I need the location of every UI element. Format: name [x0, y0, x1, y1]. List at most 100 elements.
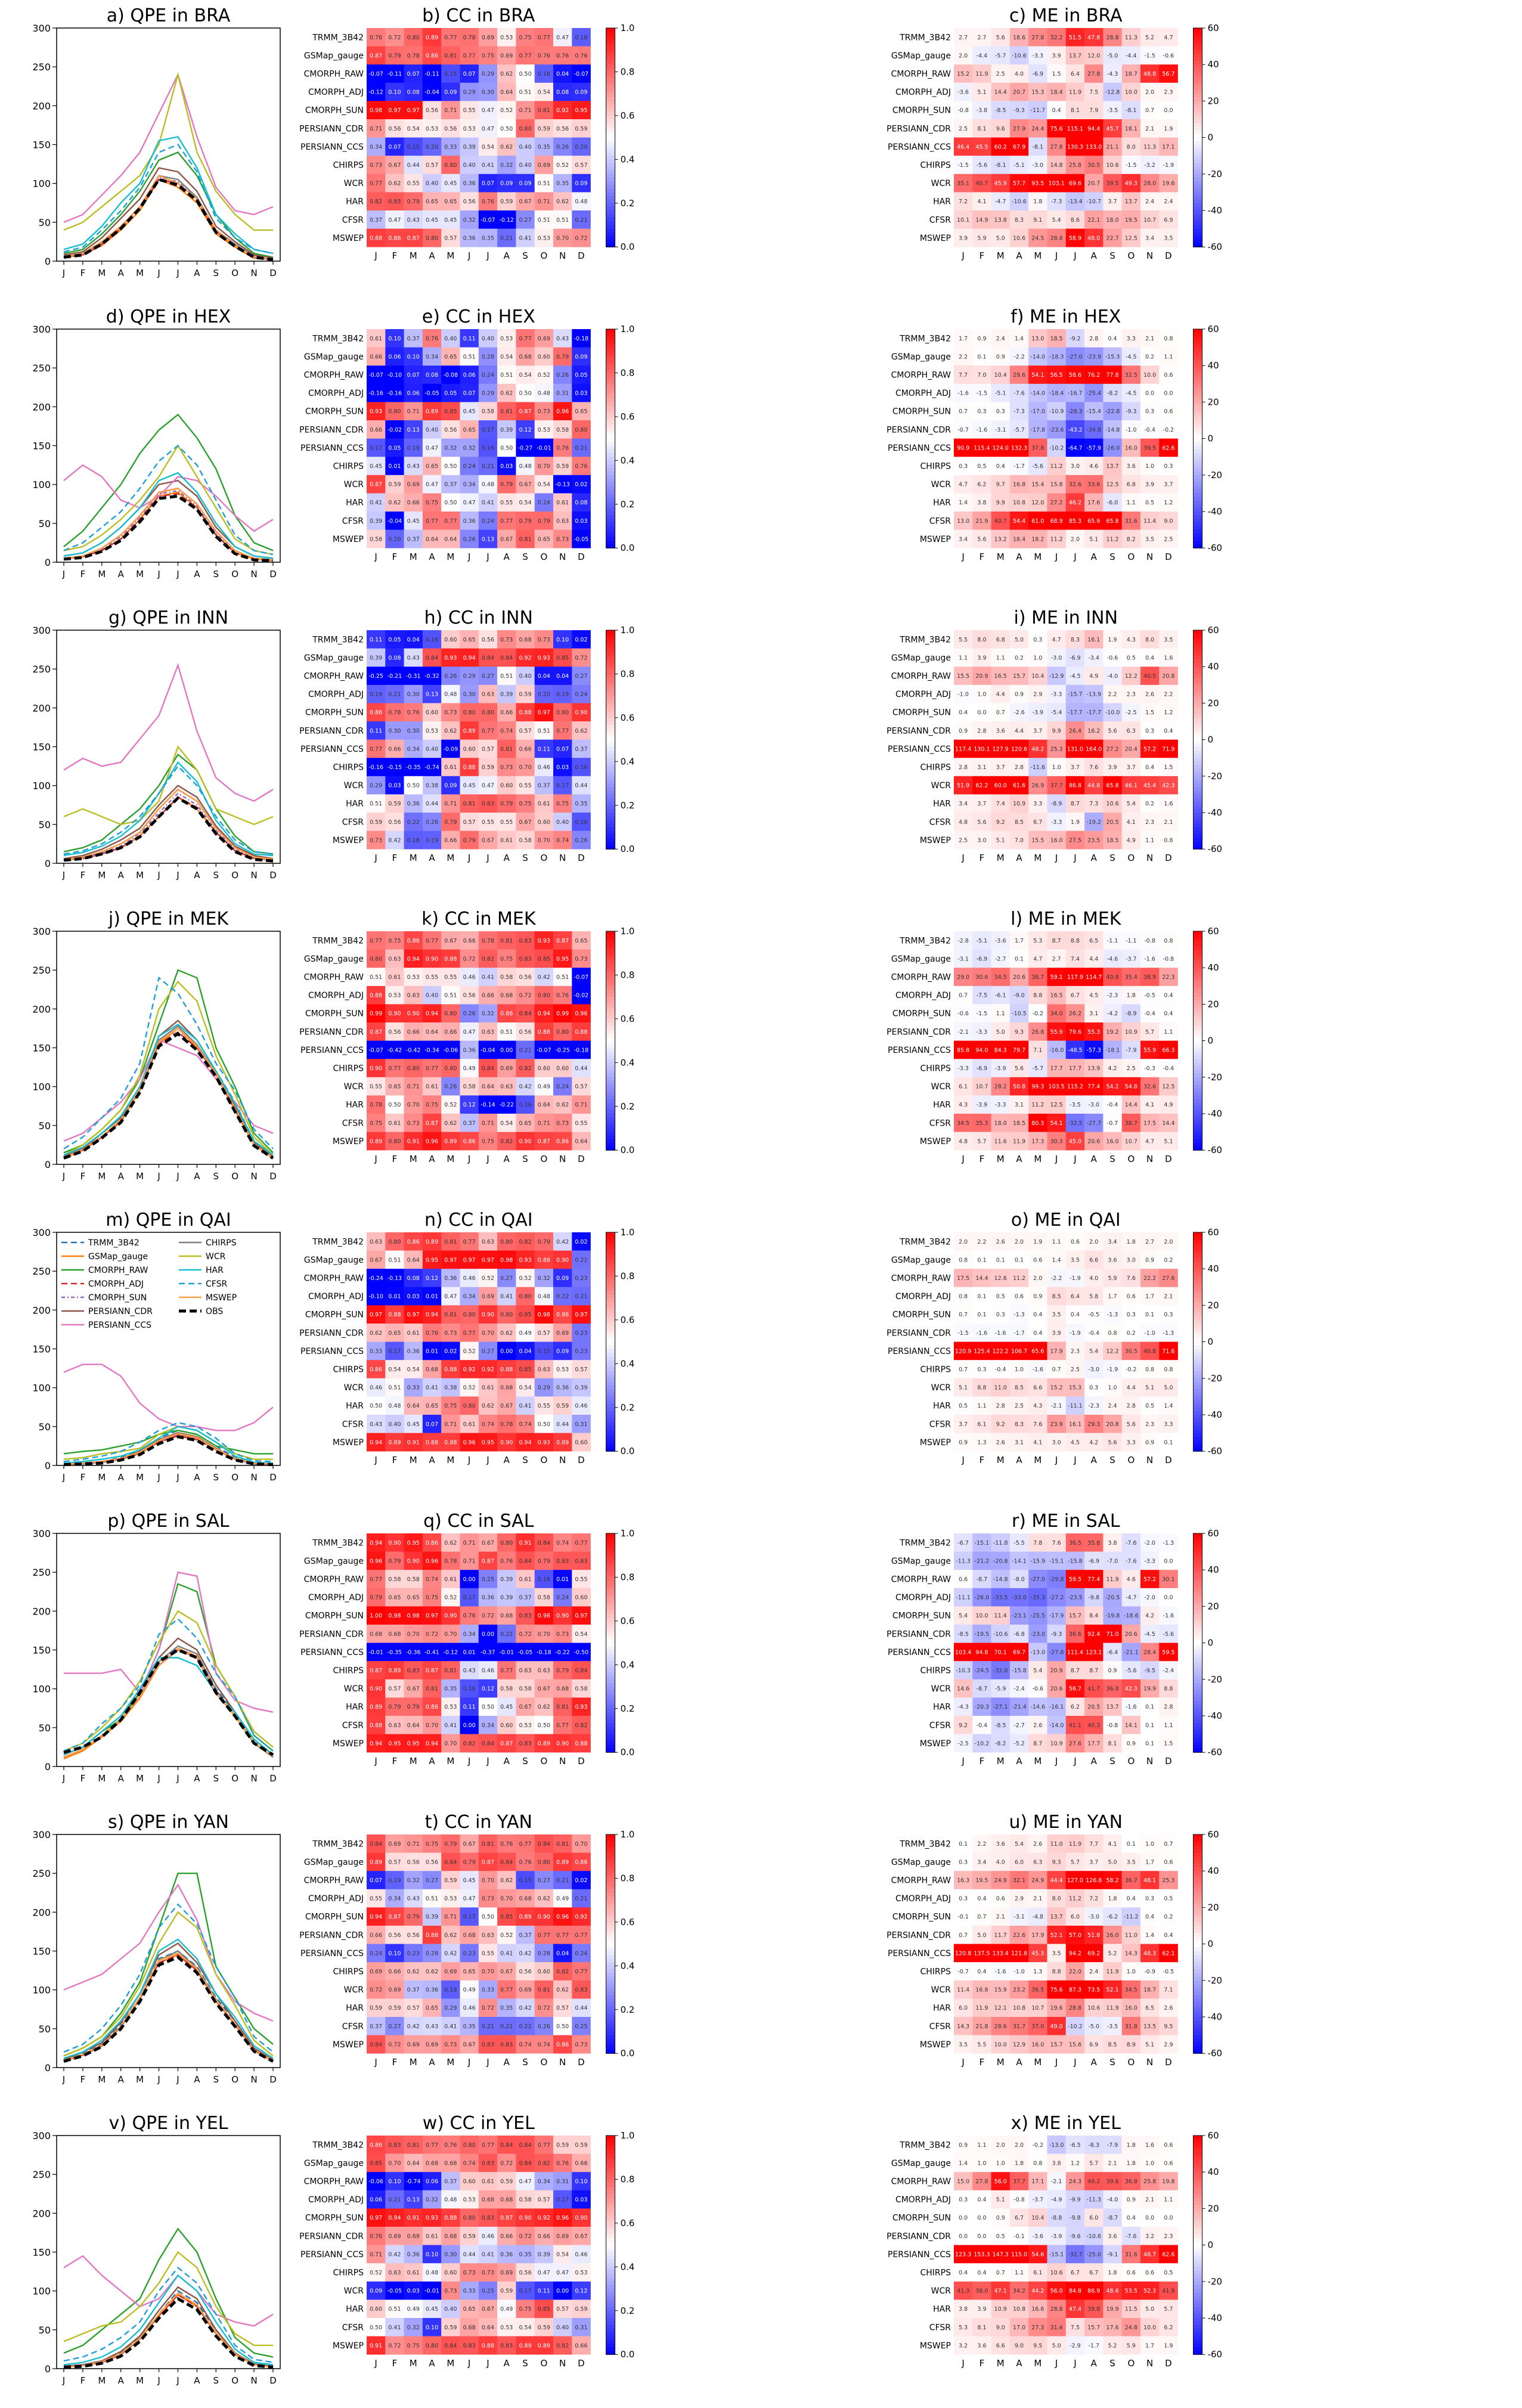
me-colorbar-step: [1193, 1106, 1202, 1111]
legend-label: TRMM_3B42: [88, 1238, 140, 1248]
cc-row-label: CMORPH_RAW: [304, 1274, 364, 1284]
me-cell-label: 12.0: [1087, 52, 1100, 59]
me-colorbar-step: [1193, 761, 1202, 766]
me-cell-label: -6.1: [995, 993, 1006, 999]
me-colorbar-step: [1193, 119, 1202, 123]
me-cell-label: 28.4: [1143, 1649, 1156, 1656]
cc-xtick-label: S: [522, 551, 528, 562]
cc-cell-label: 0.87: [370, 1668, 382, 1674]
me-cell: [1009, 347, 1029, 366]
cc-cell: [572, 329, 591, 348]
me-cell-label: 45.5: [975, 144, 988, 150]
cc-colorbar-step: [606, 1389, 615, 1393]
me-colorbar-label: -60: [1208, 1145, 1223, 1155]
me-colorbar-step: [1193, 1672, 1202, 1676]
me-colorbar-step: [1193, 1015, 1202, 1019]
me-cell-label: 8.5: [1052, 1294, 1061, 1300]
cc-cell-label: 0.22: [500, 1631, 513, 1638]
me-cell-label: -1.7: [1013, 463, 1025, 470]
cc-cell-label: 0.23: [575, 1330, 587, 1337]
cc-cell-label: 0.88: [538, 1257, 550, 1263]
qpe-ytick-label: 100: [32, 1383, 51, 1394]
cc-colorbar-step: [606, 1301, 615, 1306]
me-colorbar-step: [1193, 725, 1202, 729]
me-cell: [1028, 173, 1047, 193]
cc-cell-label: 0.85: [519, 1312, 531, 1318]
cc-cell-label: 0.66: [407, 500, 420, 506]
me-cell-label: 0.4: [1052, 107, 1061, 114]
cc-cell: [422, 365, 442, 385]
cc-colorbar-step: [606, 652, 615, 656]
cc-cell-label: 0.05: [575, 372, 587, 379]
me-cell: [1009, 46, 1029, 65]
me-cell-label: 35.4: [1125, 974, 1137, 981]
me-cell-label: 1.5: [1164, 1740, 1173, 1747]
cc-cell-label: 0.58: [500, 974, 513, 981]
me-xtick-label: A: [1091, 1455, 1098, 1465]
cc-colorbar-step: [606, 699, 615, 704]
cc-colorbar-step: [606, 1734, 615, 1738]
cc-colorbar-step: [606, 1048, 615, 1052]
cc-colorbar-step: [606, 1011, 615, 1016]
me-title: c) ME in BRA: [1009, 5, 1123, 26]
qpe-xtick-label: S: [213, 1171, 219, 1182]
me-colorbar-step: [1193, 1257, 1202, 1262]
cc-cell-label: 0.90: [444, 1613, 457, 1619]
cc-cell-label: 0.58: [388, 1576, 401, 1583]
cc-cell-label: -0.04: [481, 1047, 495, 1053]
me-cell-label: 1.1: [996, 655, 1005, 661]
cc-cell-label: 0.72: [519, 993, 531, 999]
cc-cell: [516, 329, 535, 348]
me-cell-label: 1.7: [1145, 1294, 1154, 1300]
cc-cell-label: 0.83: [482, 801, 494, 807]
legend-label: CFSR: [206, 1279, 227, 1289]
cc-cell: [385, 438, 404, 457]
cc-cell-label: 0.05: [444, 391, 457, 397]
cc-cell-label: 0.40: [482, 336, 494, 342]
me-row-label: CMORPH_ADJ: [895, 1593, 951, 1603]
qpe-ytick-label: 50: [39, 1421, 51, 1433]
cc-colorbar-step: [606, 343, 615, 348]
me-colorbar-step: [1193, 960, 1202, 965]
me-colorbar-step: [1193, 1341, 1202, 1346]
cc-cell-label: 0.81: [500, 408, 513, 415]
cc-cell-label: 0.69: [538, 162, 550, 169]
me-cell-label: 9.9: [1052, 728, 1061, 735]
me-cell-label: 12.2: [1106, 1348, 1118, 1355]
me-cell-label: 11.3: [1143, 144, 1156, 150]
cc-cell-label: 0.80: [444, 162, 457, 169]
me-cell-label: 0.6: [1033, 1257, 1042, 1263]
qpe-xtick-label: J: [157, 870, 160, 881]
cc-cell: [460, 365, 479, 385]
cc-cell: [534, 420, 554, 439]
cc-colorbar-step: [606, 445, 615, 450]
me-colorbar-label: -40: [1208, 807, 1223, 818]
me-colorbar-label: 60: [1208, 23, 1219, 33]
cc-cell-label: 0.17: [463, 1595, 476, 1601]
me-cell-label: 9.6: [996, 126, 1005, 132]
me-cell-label: 3.1: [1015, 1439, 1024, 1446]
cc-cell: [553, 329, 572, 348]
cc-cell-label: 0.50: [519, 391, 531, 397]
cc-cell-label: 0.64: [575, 1138, 587, 1145]
me-cell-label: -3.0: [1088, 1366, 1099, 1373]
cc-colorbar-step: [606, 791, 615, 795]
cc-cell: [534, 28, 554, 47]
cc-cell: [404, 529, 423, 548]
me-cell: [1121, 82, 1141, 101]
cc-colorbar-step: [606, 985, 615, 990]
cc-cell-label: 0.41: [370, 500, 382, 506]
me-colorbar-step: [1193, 427, 1202, 432]
me-cell-label: 60.0: [994, 783, 1007, 789]
cc-cell-label: 0.63: [370, 1239, 382, 1245]
cc-cell-label: 0.79: [500, 801, 513, 807]
me-cell-label: 8.6: [1071, 217, 1080, 224]
me-cell-label: -16.1: [1049, 1704, 1064, 1710]
cc-cell: [497, 64, 516, 83]
me-colorbar-step: [1193, 1697, 1202, 1702]
me-colorbar-step: [1193, 134, 1202, 138]
cc-colorbar-step: [606, 1033, 615, 1037]
me-cell-label: 0.4: [1108, 336, 1117, 342]
me-cell-label: 0.1: [977, 1257, 986, 1263]
cc-cell-label: 0.00: [482, 1631, 494, 1638]
